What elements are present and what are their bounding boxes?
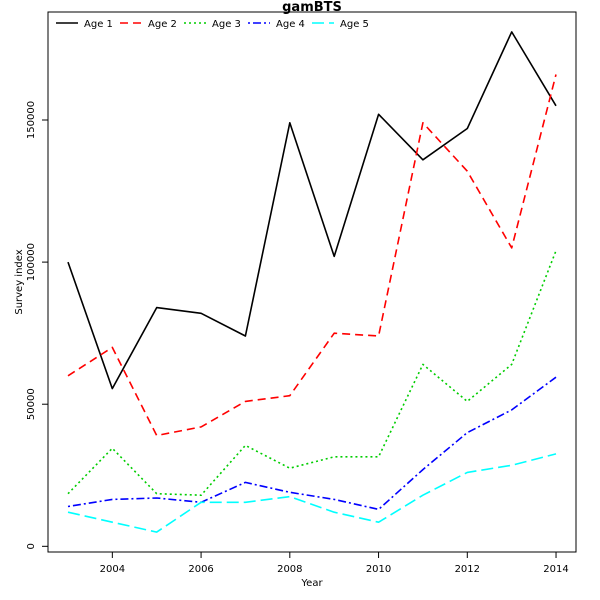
legend-label: Age 3 <box>212 19 241 30</box>
series-line-3 <box>67 250 557 497</box>
legend-label: Age 4 <box>276 19 305 30</box>
legend-label: Age 2 <box>148 19 177 30</box>
x-tick-label: 2004 <box>100 564 125 575</box>
chart-title: gamBTS <box>282 0 342 15</box>
legend: Age 1 Age 2 Age 3 Age 4 Age 5 <box>56 19 369 30</box>
plot-frame <box>47 11 577 553</box>
x-tick-label: 2010 <box>366 564 391 575</box>
series-line-2 <box>67 74 557 437</box>
plot-area <box>47 11 577 553</box>
x-axis-label: Year <box>300 578 323 589</box>
series-line-4 <box>67 376 557 511</box>
y-tick-label: 50000 <box>26 388 37 420</box>
series-line-5 <box>67 453 557 533</box>
x-tick-label: 2012 <box>455 564 480 575</box>
x-tick-label: 2014 <box>543 564 568 575</box>
y-axis-label: Survey index <box>14 249 25 314</box>
x-tick-label: 2006 <box>188 564 213 575</box>
y-tick-label: 100000 <box>26 243 37 281</box>
series-layer <box>67 31 557 533</box>
legend-label: Age 1 <box>84 19 113 30</box>
x-axis: 2004 2006 2008 2010 2012 2014 <box>100 552 569 575</box>
y-axis: 0 50000 100000 150000 <box>26 101 48 550</box>
series-line-1 <box>67 31 557 390</box>
x-tick-label: 2008 <box>277 564 302 575</box>
y-tick-label: 0 <box>26 543 37 549</box>
legend-label: Age 5 <box>340 19 369 30</box>
y-tick-label: 150000 <box>26 101 37 139</box>
